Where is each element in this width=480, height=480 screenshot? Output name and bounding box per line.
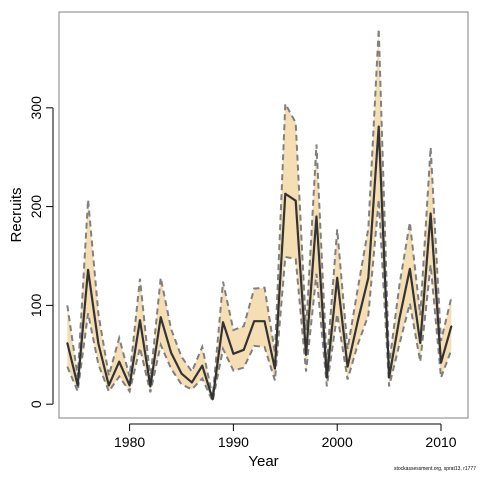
x-tick-label: 2010 — [425, 434, 456, 450]
estimate-point — [419, 342, 422, 344]
estimate-point — [377, 125, 380, 128]
estimate-point — [326, 376, 328, 379]
estimate-line — [66, 125, 453, 401]
estimate-point — [346, 365, 349, 368]
x-axis-title: Year — [248, 453, 278, 470]
upper-bound-line — [66, 28, 453, 398]
estimate-series — [66, 125, 453, 401]
estimate-point — [149, 385, 152, 388]
estimate-point — [305, 353, 307, 356]
plot-frame — [58, 11, 469, 419]
estimate-point — [97, 343, 100, 345]
estimate-point — [66, 342, 69, 344]
estimate-point — [398, 317, 401, 320]
estimate-point — [191, 381, 193, 384]
estimate-point — [76, 384, 79, 387]
estimate-point — [180, 372, 183, 375]
estimate-point — [201, 364, 204, 367]
x-tick-label: 2000 — [322, 434, 353, 450]
estimate-point — [170, 352, 172, 354]
estimate-point — [108, 384, 110, 387]
x-axis: 1980 1990 2000 2010 — [114, 423, 457, 450]
estimate-point — [253, 320, 255, 322]
estimate-point — [409, 268, 411, 270]
y-axis-title: Recruits — [8, 187, 25, 242]
estimate-point — [336, 276, 339, 279]
estimate-point — [274, 367, 276, 370]
estimate-point — [388, 376, 390, 379]
estimate-point — [263, 320, 266, 322]
estimate-point — [284, 192, 287, 195]
estimate-point — [232, 352, 235, 355]
estimate-point — [128, 384, 131, 387]
y-tick-label: 0 — [28, 400, 44, 408]
estimate-point — [429, 212, 432, 215]
estimate-point — [357, 319, 359, 322]
estimate-point — [315, 215, 318, 218]
y-tick-label: 100 — [28, 293, 44, 317]
confidence-band-area — [67, 28, 452, 402]
estimate-point — [294, 199, 297, 202]
credit-text: stockassessment.org, sprat13, r1777 — [394, 466, 476, 472]
x-tick-label: 1980 — [114, 434, 145, 450]
estimate-point — [159, 316, 162, 319]
estimate-point — [367, 276, 370, 279]
estimate-point — [222, 321, 224, 323]
estimate-point — [242, 349, 245, 351]
estimate-point — [87, 269, 89, 271]
y-tick-label: 200 — [28, 195, 44, 219]
estimate-point — [139, 319, 141, 322]
y-tick-label: 300 — [28, 96, 44, 120]
y-axis: 0 100 200 300 — [28, 96, 54, 408]
estimate-point — [440, 361, 442, 364]
estimate-point — [118, 360, 121, 363]
estimate-point — [211, 398, 214, 401]
estimate-point — [450, 325, 453, 327]
x-tick-label: 1990 — [218, 434, 249, 450]
confidence-band — [67, 28, 452, 402]
